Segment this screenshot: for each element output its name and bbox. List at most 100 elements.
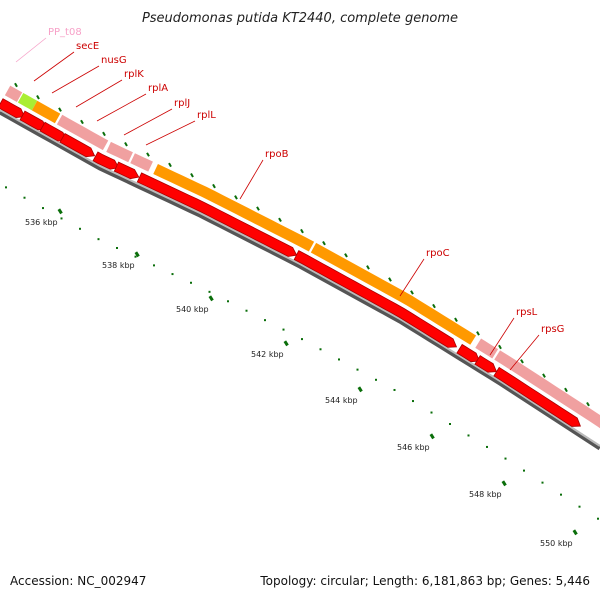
gene-label-nusg: nusG [101,55,127,66]
gc-skew-mark [366,265,370,270]
gc-skew-mark [256,206,260,211]
leader-line-rplk [75,79,123,108]
tick-dot [356,368,359,371]
tick-dot [338,358,340,361]
gc-skew-mark [102,131,106,137]
gc-skew-mark [410,290,414,295]
major-tick [57,208,63,215]
gc-skew-marks [14,82,590,407]
tick-dot [60,217,63,220]
gc-skew-mark [322,240,326,246]
leader-line-rpob [239,159,264,200]
gc-skew-mark [80,119,84,125]
tick-dot [393,388,396,391]
tick-dot [541,481,544,484]
gc-skew-mark [14,82,18,88]
cds-arrow-1 [0,98,26,118]
tick-dot [486,445,488,448]
gene-label-sece: secE [76,41,99,52]
gene-label-rpoc: rpoC [426,248,450,259]
gene-label-rplj: rplJ [174,98,190,109]
gc-skew-mark [234,195,238,200]
tick-dot [578,505,581,508]
feature-rpsg [494,350,600,429]
gc-skew-mark [190,173,194,178]
genome-backbone [0,109,600,451]
gc-skew-mark [542,373,546,378]
tick-dot [245,309,248,312]
gc-skew-mark [586,401,590,407]
tick-dot [412,400,414,403]
tick-label-550: 550 kbp [540,539,573,548]
tick-dot [153,264,155,267]
leader-line-rpll [145,120,196,146]
topology-text: Topology: circular; Length: 6,181,863 bp… [260,574,590,588]
tick-dot [171,273,174,276]
gene-label-pp-t08: PP_t08 [48,27,82,38]
tick-dot [227,300,229,303]
tick-dot [23,196,26,199]
gc-skew-mark [212,183,216,189]
gc-skew-mark [278,217,282,223]
leader-line-rpla [96,93,147,122]
tick-dot [597,517,599,520]
tick-dot [190,281,192,284]
leader-line-pp-t08 [15,37,47,63]
gc-skew-mark [476,331,480,336]
tick-label-544: 544 kbp [325,396,358,405]
gene-label-rpsl: rpsL [516,307,538,318]
feature-rplk [106,141,133,163]
tick-dot [301,338,303,341]
leader-line-rplj [123,108,173,136]
leader-line-rpsg [509,334,540,371]
feature-pp-t08 [17,92,38,111]
gc-skew-mark [498,344,502,350]
tick-label-546: 546 kbp [397,443,430,452]
tick-dot [134,255,137,258]
gene-label-rpll: rplL [197,110,216,121]
tick-dot [116,246,118,249]
major-tick [208,295,214,302]
gc-skew-mark [432,303,436,309]
cds-arrow-rpsl [456,343,481,363]
feature-nusg [56,114,109,151]
major-tick [501,480,507,487]
gene-label-rpob: rpoB [265,149,289,160]
major-tick [357,386,363,393]
major-tick [283,340,289,347]
tick-dot [504,457,507,460]
feature-sece [31,100,61,124]
gene-feature-bars [0,85,600,429]
tick-dot [467,434,470,437]
tick-label-538: 538 kbp [102,261,135,270]
leader-line-rpoc [399,258,425,297]
cds-arrow-5 [92,151,120,170]
tick-dot [430,411,433,414]
gc-skew-mark [564,387,568,393]
tick-dot [449,423,451,425]
cds-arrow-rpsg [474,355,498,373]
tick-label-536: 536 kbp [25,218,58,227]
gc-skew-mark [300,228,304,234]
cds-arrow-6 [113,161,140,180]
gc-skew-mark [388,277,392,282]
tick-dot [319,348,322,351]
tick-dot [5,186,7,189]
gene-label-rpla: rplA [148,83,168,94]
map-title: Pseudomonas putida KT2440, complete geno… [142,11,458,26]
tick-dot [523,469,525,472]
feature-unnamed [4,85,23,102]
feature-rpla [130,153,153,172]
gene-label-rpsg: rpsG [541,324,564,335]
gc-skew-mark [36,95,40,100]
tick-dot [560,493,562,496]
tick-dot [375,378,377,381]
tick-dot [208,290,211,293]
gc-skew-mark [58,107,62,112]
cds-arrow-rpoc [293,250,458,348]
tick-label-542: 542 kbp [251,350,284,359]
major-tick [134,251,140,258]
major-tick [429,433,435,440]
